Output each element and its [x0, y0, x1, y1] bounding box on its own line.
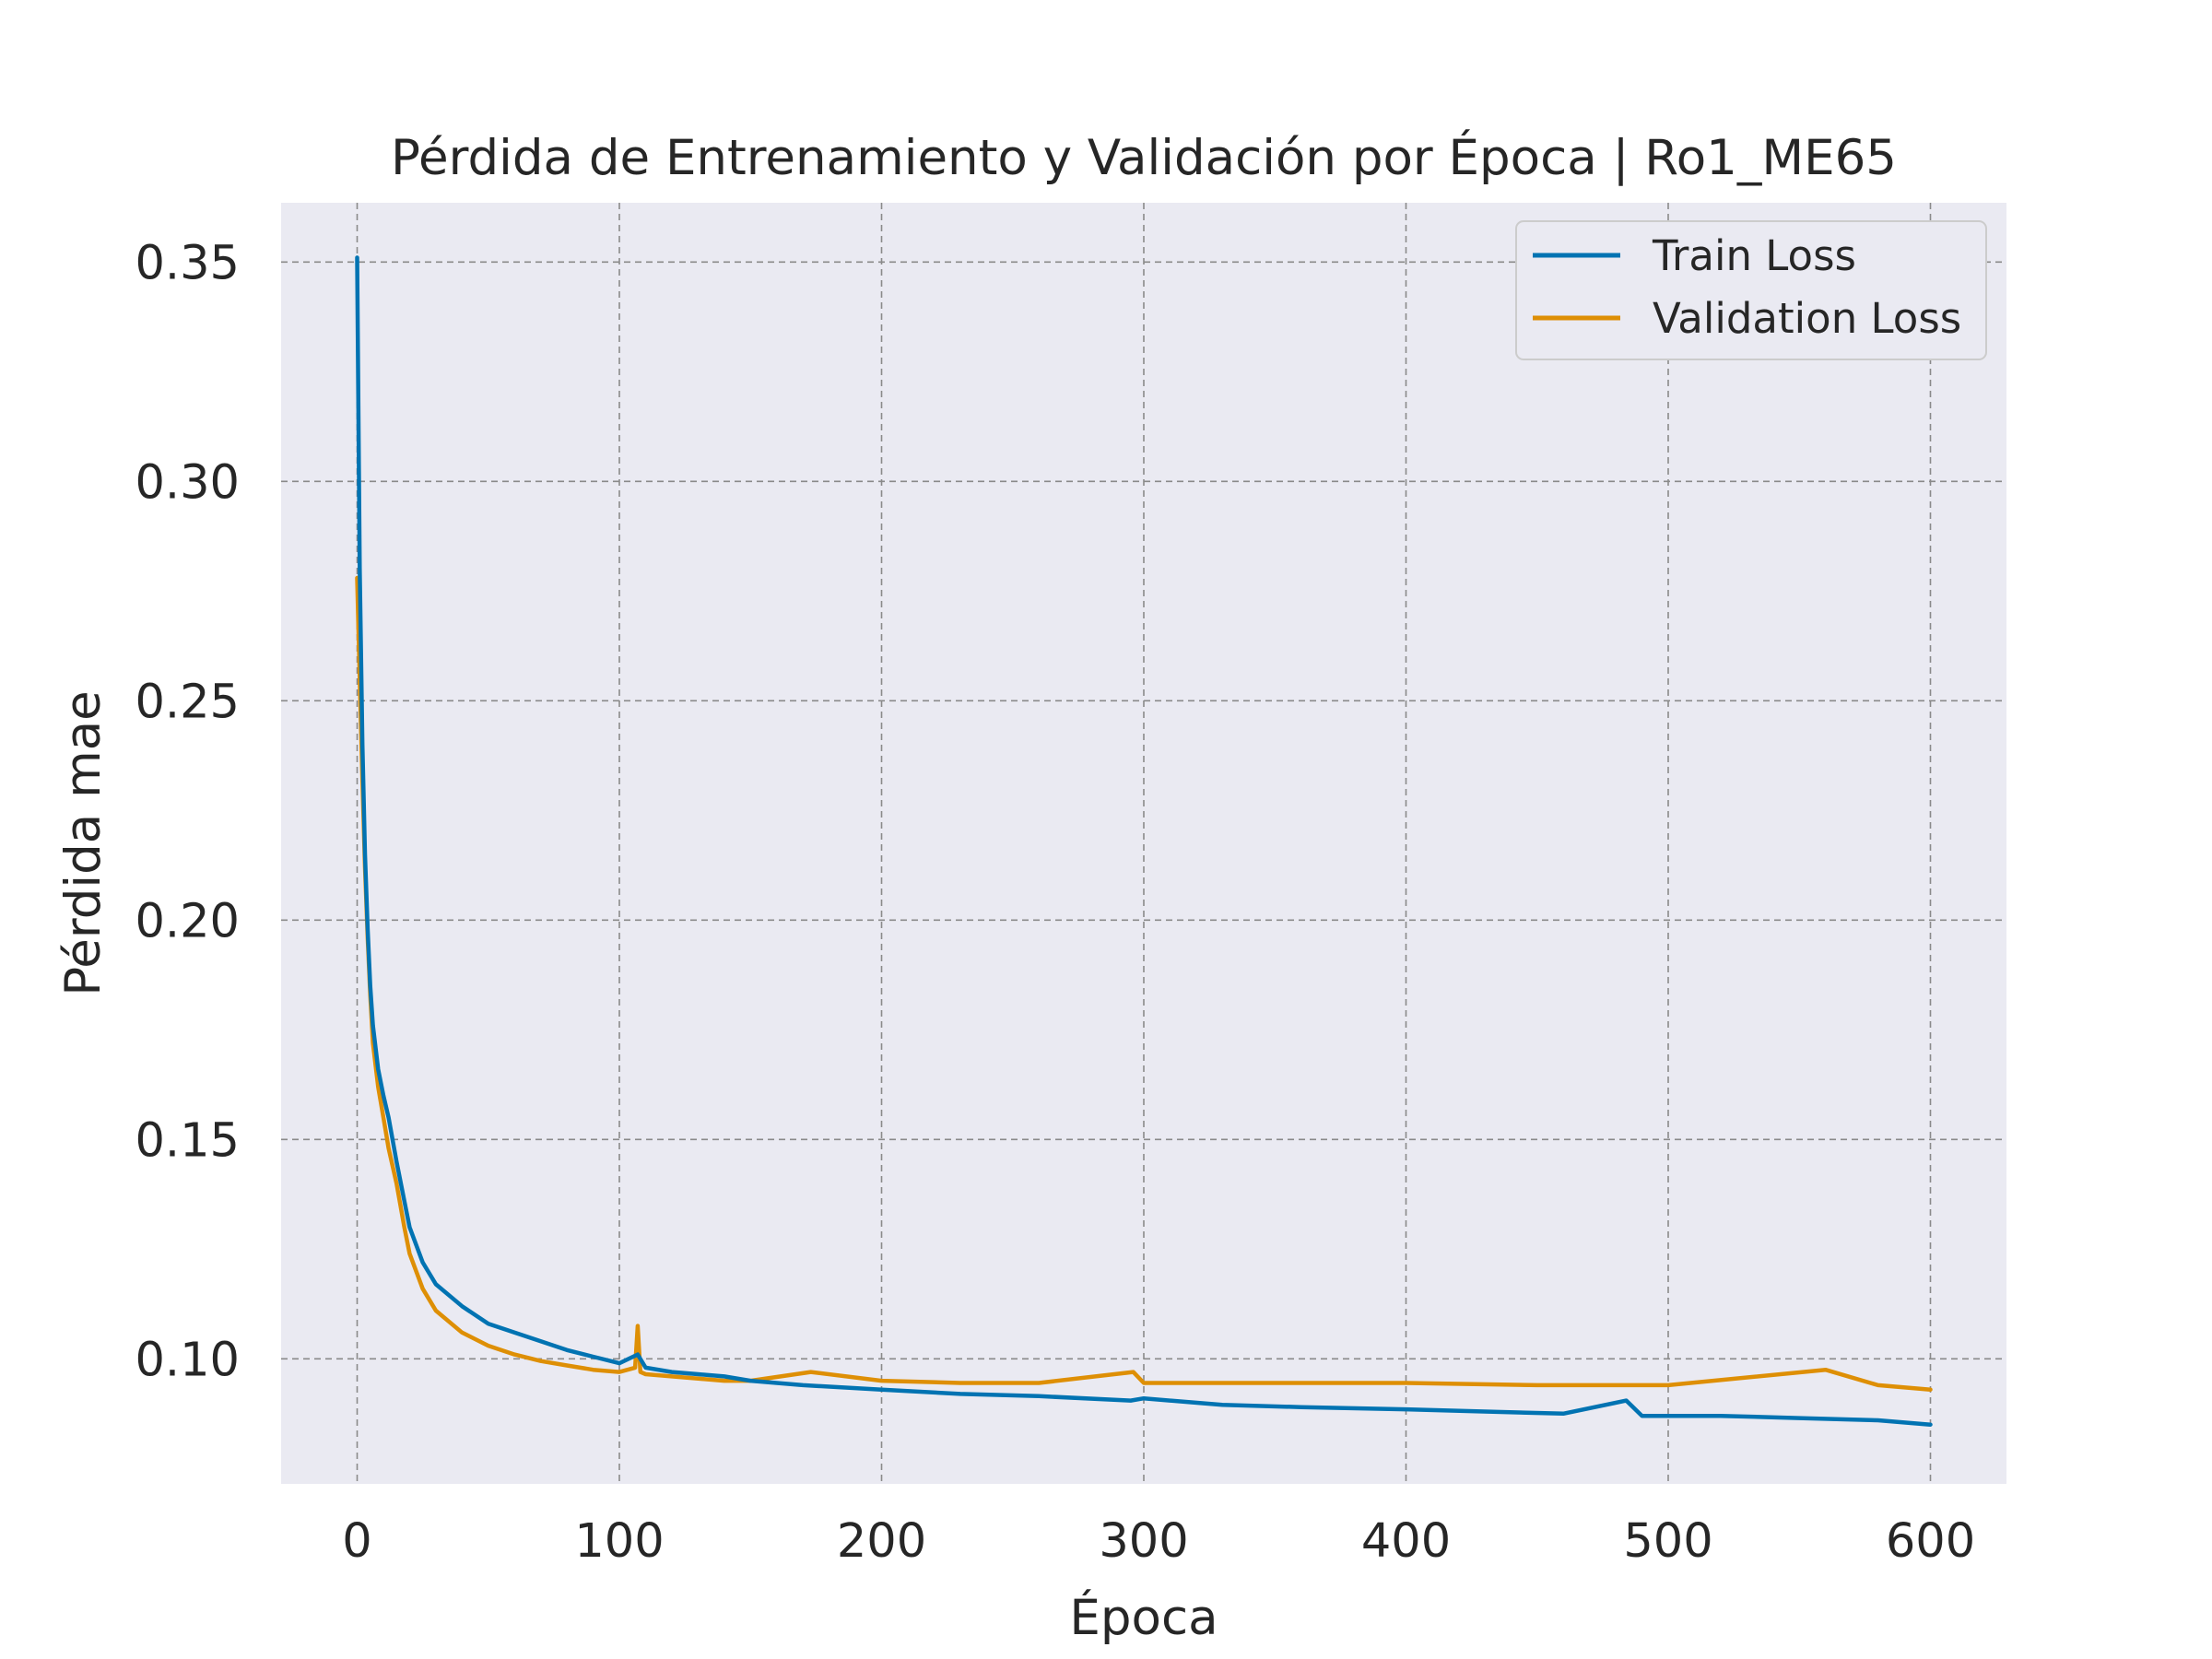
x-tick-label: 300 — [1099, 1514, 1188, 1569]
x-tick-label: 600 — [1886, 1514, 1975, 1569]
x-tick-label: 200 — [837, 1514, 926, 1569]
x-tick-label: 0 — [342, 1514, 371, 1569]
legend: Train Loss Validation Loss — [1515, 220, 1987, 360]
y-tick-label: 0.15 — [135, 1113, 240, 1168]
y-tick-label: 0.20 — [135, 894, 240, 948]
y-tick-label: 0.30 — [135, 455, 240, 510]
y-tick-label: 0.35 — [135, 236, 240, 290]
x-tick-label: 400 — [1361, 1514, 1451, 1569]
legend-label-validation-loss: Validation Loss — [1653, 294, 1961, 343]
series-layer — [355, 255, 1933, 1427]
series-line-train-loss — [355, 255, 1933, 1427]
legend-label-train-loss: Train Loss — [1652, 231, 1856, 280]
series-line-validation-loss — [355, 575, 1933, 1392]
chart-title: Pérdida de Entrenamiento y Validación po… — [391, 128, 1897, 186]
y-tick-label: 0.10 — [135, 1333, 240, 1387]
y-tick-labels: 0.10 0.15 0.20 0.25 0.30 0.35 — [135, 236, 240, 1387]
x-axis-label: Época — [1069, 1588, 1218, 1646]
y-tick-label: 0.25 — [135, 675, 240, 729]
x-tick-label: 500 — [1623, 1514, 1712, 1569]
x-tick-labels: 0 100 200 300 400 500 600 — [342, 1514, 1975, 1569]
legend-box — [1515, 220, 1987, 360]
y-axis-label: Pérdida mae — [55, 690, 112, 996]
x-tick-label: 100 — [574, 1514, 664, 1569]
